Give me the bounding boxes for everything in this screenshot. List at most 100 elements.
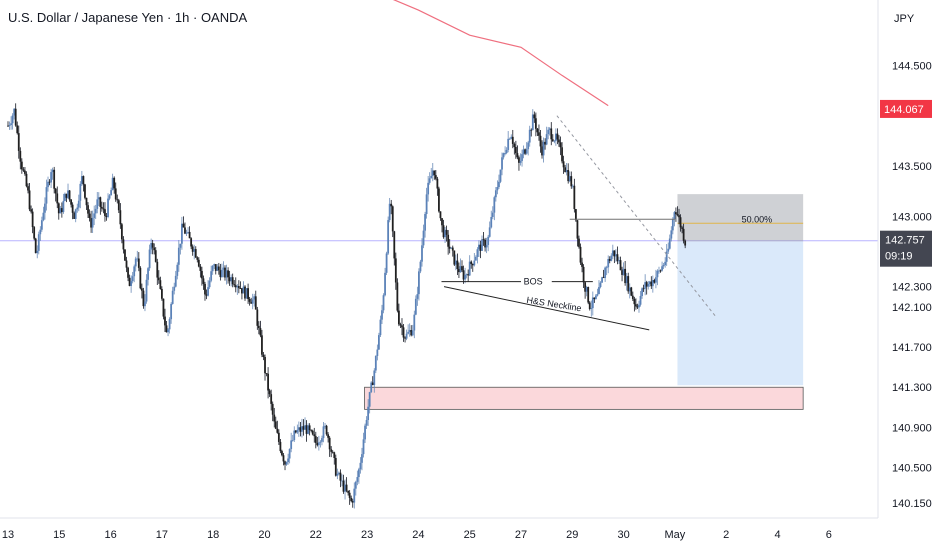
candle-body [684, 240, 687, 246]
candle-body [439, 211, 442, 219]
candle-body [37, 234, 40, 251]
candle-body [504, 153, 506, 154]
candle-body [256, 309, 259, 326]
candle-body [167, 329, 169, 333]
candle-body [60, 208, 63, 213]
candle-body [202, 278, 205, 284]
candle-body [598, 287, 600, 295]
bar-countdown: 09:19 [885, 251, 913, 263]
candle-body [17, 133, 20, 151]
candle-body [77, 200, 80, 208]
candle-body [370, 382, 373, 393]
candle-body [391, 206, 394, 232]
time-tick-label: 18 [207, 529, 219, 541]
candle-body [502, 153, 505, 158]
price-tick-label: 140.150 [892, 498, 932, 510]
candle-body [120, 224, 123, 240]
candle-body [482, 239, 485, 241]
candle-body [470, 261, 473, 264]
candle-body [125, 260, 128, 268]
candle-body [594, 295, 597, 300]
candle-body [402, 327, 405, 338]
candle-body [599, 282, 602, 288]
candle-body [91, 217, 94, 228]
price-tick-label: 140.900 [892, 422, 932, 434]
candle-body [28, 190, 31, 210]
svg-text:144.067: 144.067 [884, 104, 924, 116]
candle-body [40, 220, 43, 230]
candle-body [381, 310, 383, 320]
candle-body [88, 213, 91, 219]
candle-body [50, 172, 52, 183]
candle-body [154, 250, 157, 262]
candle-body [130, 281, 133, 286]
candle-body [117, 200, 120, 211]
candle-body [590, 308, 593, 309]
candle-body [93, 213, 96, 218]
candle-body [124, 249, 126, 261]
candle-body [334, 457, 337, 476]
candle-body [394, 258, 397, 283]
candle-body [333, 452, 336, 458]
candle-body [593, 297, 596, 300]
candle-body [214, 264, 217, 271]
stop-loss-zone[interactable] [677, 194, 804, 242]
candle-body [267, 373, 269, 391]
candle-body [170, 303, 173, 320]
price-axis[interactable]: 144.500 143.500 143.000 142.300 142.100 141.7… [892, 60, 932, 510]
candle-body [379, 319, 382, 336]
candle-body [150, 243, 153, 250]
candle-body [71, 204, 74, 213]
candle-body [191, 246, 194, 252]
candle-body [57, 203, 60, 214]
candle-body [661, 266, 663, 271]
candle-body [531, 114, 534, 131]
candle-body [514, 147, 517, 154]
candle-body [331, 451, 334, 453]
candle-body [156, 261, 159, 278]
candle-body [161, 288, 163, 299]
candle-body [279, 441, 282, 452]
candle-body [639, 296, 642, 305]
candle-body [65, 193, 68, 198]
candle-body [80, 176, 83, 184]
candle-body [490, 216, 493, 228]
candle-body [485, 244, 488, 248]
candle-body [573, 185, 576, 210]
candle-body [414, 298, 417, 315]
candle-body [54, 188, 57, 194]
candle-body [621, 270, 623, 275]
candle-body [181, 223, 183, 244]
candle-body [99, 197, 102, 207]
demand-zone[interactable] [364, 386, 804, 410]
candle-body [97, 197, 100, 200]
time-axis[interactable]: 13 15 16 17 18 20 22 23 24 25 27 29 30 May 2 4 6 [2, 529, 832, 541]
candle-body [447, 234, 450, 247]
candle-body [536, 128, 539, 133]
candle-body [638, 304, 640, 308]
candle-body [534, 118, 537, 129]
candle-body [290, 440, 293, 449]
candle-body [558, 139, 560, 143]
candle-body [171, 290, 174, 304]
candle-body [210, 271, 213, 281]
candle-body [347, 490, 350, 493]
candle-body [442, 225, 445, 238]
candle-body [341, 480, 343, 482]
candle-body [653, 280, 656, 283]
candle-body [351, 501, 354, 503]
candle-body [416, 294, 419, 299]
candle-body [410, 330, 413, 336]
candle-body [196, 257, 199, 260]
candle-body [619, 260, 622, 271]
candle-body [136, 258, 139, 260]
take-profit-zone[interactable] [677, 241, 804, 386]
candle-body [533, 114, 536, 119]
candle-body [128, 277, 131, 286]
candle-body [127, 267, 129, 278]
candle-body [276, 428, 279, 433]
candle-body [530, 129, 533, 131]
candle-body [408, 330, 411, 332]
candle-body [177, 247, 180, 265]
